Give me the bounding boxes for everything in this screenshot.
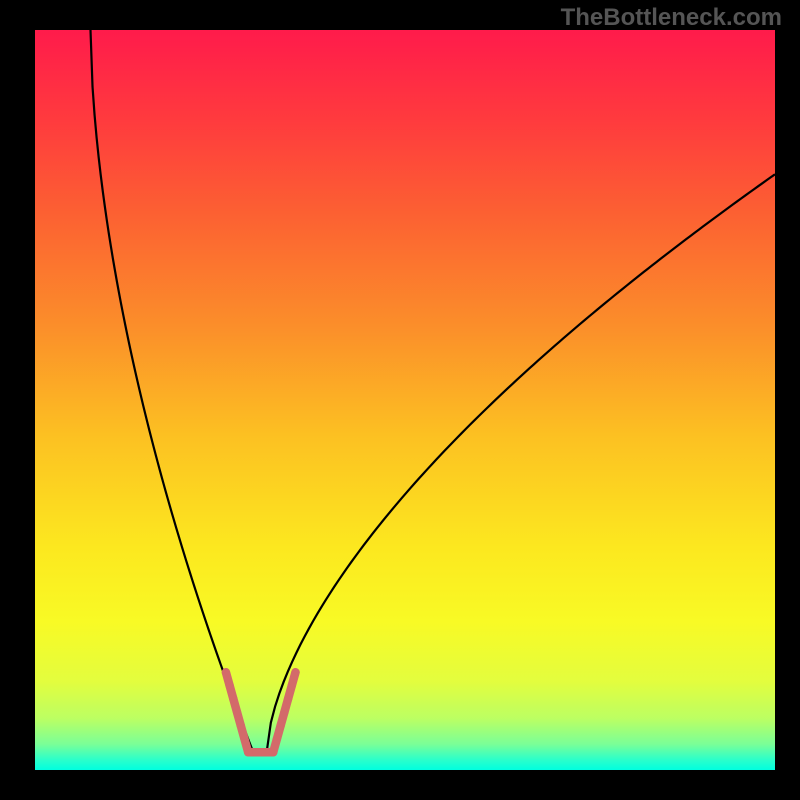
chart-svg bbox=[0, 0, 800, 800]
watermark-text: TheBottleneck.com bbox=[561, 4, 782, 32]
bottleneck-curve bbox=[91, 30, 776, 752]
valley-marker bbox=[222, 668, 300, 756]
chart-container: TheBottleneck.com bbox=[0, 0, 800, 800]
